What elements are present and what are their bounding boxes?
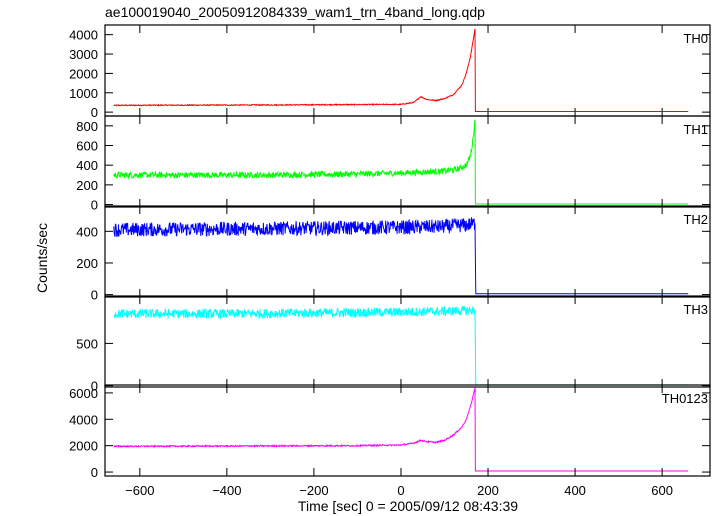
y-tick-label: 400 [76, 158, 98, 173]
y-tick-label: 0 [91, 288, 98, 303]
panel-th2: 0 200 400 TH2 [76, 205, 711, 303]
y-tick-label: 2000 [69, 439, 98, 454]
panel-th3: 0 500 TH3 [76, 295, 711, 394]
x-tick-label: −200 [299, 483, 328, 498]
y-tick-label: 2000 [69, 66, 98, 81]
series-line-th0123 [113, 387, 689, 472]
series-line-th0 [113, 28, 689, 112]
panel-label-th3: TH3 [683, 302, 708, 317]
panel-th1: 0 200 400 600 800 TH1 [76, 115, 711, 213]
y-tick-label: 1000 [69, 86, 98, 101]
y-tick-label: 400 [76, 224, 98, 239]
series-line-th2 [113, 217, 689, 295]
series-line-th3 [113, 306, 689, 386]
y-tick-label: 0 [91, 465, 98, 480]
x-axis-label: Time [sec] 0 = 2005/09/12 08:43:39 [298, 498, 518, 514]
panel-label-th0: TH0 [683, 31, 708, 46]
y-tick-label: 0 [91, 105, 98, 120]
panel-label-th0123: TH0123 [662, 391, 708, 406]
y-tick-label: 3000 [69, 47, 98, 62]
x-tick-label: −600 [125, 483, 154, 498]
y-tick-label: 4000 [69, 412, 98, 427]
chart-title: ae100019040_20050912084339_wam1_trn_4ban… [105, 4, 485, 20]
y-tick-label: 0 [91, 198, 98, 213]
panel-frame [104, 115, 711, 208]
panel-th0: 0 1000 2000 3000 4000 TH0 [69, 24, 711, 120]
y-tick-label: 500 [76, 336, 98, 351]
y-tick-label: 0 [91, 379, 98, 394]
x-tick-label: 400 [564, 483, 586, 498]
y-tick-label: 600 [76, 139, 98, 154]
panel-label-th2: TH2 [683, 212, 708, 227]
panel-frame [104, 384, 711, 477]
x-tick-label: 600 [651, 483, 673, 498]
y-tick-label: 4000 [69, 28, 98, 43]
panel-label-th1: TH1 [683, 122, 708, 137]
x-tick-label: 200 [477, 483, 499, 498]
y-tick-label: 800 [76, 119, 98, 134]
x-tick-label: 0 [397, 483, 404, 498]
y-tick-label: 200 [76, 256, 98, 271]
x-tick-label: −400 [212, 483, 241, 498]
series-line-th1 [113, 119, 689, 205]
panel-frame [104, 295, 711, 388]
y-tick-label: 200 [76, 178, 98, 193]
panel-frame [104, 205, 711, 298]
y-tick-label: 6000 [69, 386, 98, 401]
y-axis-label: Counts/sec [34, 223, 50, 293]
x-axis-ticks: −600 −400 −200 0 200 400 600 [125, 483, 673, 498]
panel-th0123: 0 2000 4000 6000 TH0123 [69, 384, 711, 480]
panel-frame [104, 24, 711, 117]
